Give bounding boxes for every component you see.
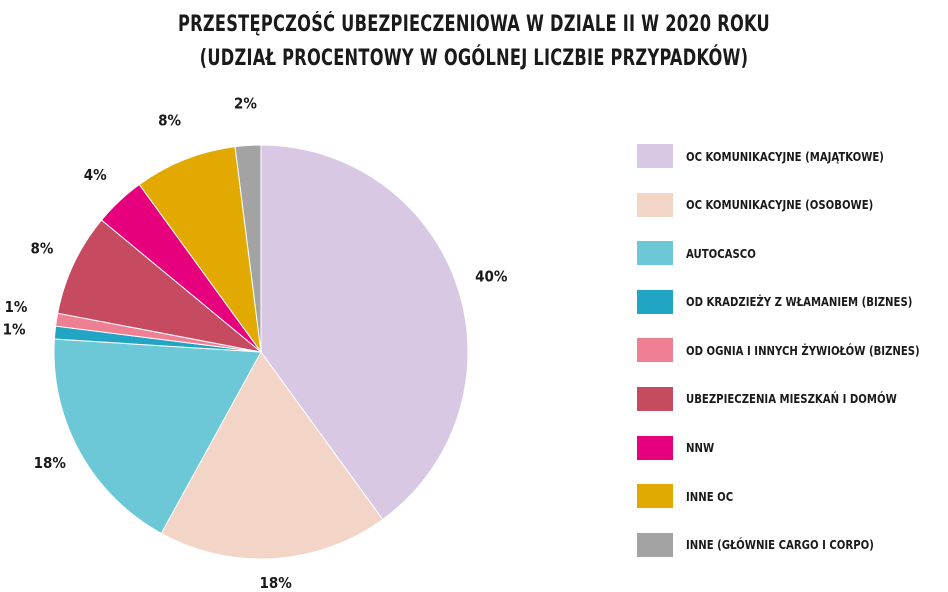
legend-item: OD KRADZIEŻY Z WŁAMANIEM (BIZNES) [637,289,946,314]
legend-item: UBEZPIECZENIA MIESZKAŃ I DOMÓW [637,386,946,411]
legend-label: AUTOCASCO [686,245,756,261]
legend-item: NNW [637,435,946,460]
slice-value-label: 18% [34,454,67,472]
legend-swatch [637,289,673,314]
legend-swatch [637,484,673,509]
legend-swatch [637,192,673,217]
slice-value-label: 40% [475,268,508,286]
slice-value-label: 1% [3,321,26,339]
legend-label: NNW [686,440,715,456]
slice-value-label: 4% [84,166,107,184]
legend-item: OD OGNIA I INNYCH ŻYWIOŁÓW (BIZNES) [637,338,946,363]
pie-slice [234,144,262,353]
chart-title-line-1: PRZESTĘPCZOŚĆ UBEZPIECZENIOWA W DZIALE I… [178,12,770,37]
legend-item: OC KOMUNIKACYJNE (MAJĄTKOWE) [637,144,946,168]
legend-label: INNE OC [686,488,734,504]
legend-swatch [637,532,673,557]
slice-value-label: 8% [158,112,181,130]
legend-label: UBEZPIECZENIA MIESZKAŃ I DOMÓW [686,391,897,407]
legend-swatch [637,241,673,266]
legend-item: INNE OC [637,484,946,509]
pie-slice [57,219,262,353]
slice-value-label: 18% [259,574,292,592]
pie-slice [160,351,384,560]
legend-label: OD OGNIA I INNYCH ŻYWIOŁÓW (BIZNES) [686,342,920,358]
chart-title-line-2: (UDZIAŁ PROCENTOWY W OGÓLNEJ LICZBIE PRZ… [199,46,749,71]
chart-title: PRZESTĘPCZOŚĆ UBEZPIECZENIOWA W DZIALE I… [85,8,862,76]
pie-slice [53,338,262,535]
legend-swatch [637,338,673,363]
legend-swatch [637,386,673,411]
legend-item: INNE (GŁÓWNIE CARGO I CORPO) [637,532,946,557]
pie-slice [260,144,469,521]
legend-item: AUTOCASCO [637,241,946,266]
legend-label: INNE (GŁÓWNIE CARGO I CORPO) [686,537,874,553]
legend-swatch [637,144,673,168]
legend-label: OD KRADZIEŻY Z WŁAMANIEM (BIZNES) [686,294,913,310]
pie-slice [138,146,262,353]
legend-item: OC KOMUNIKACYJNE (OSOBOWE) [637,192,946,217]
legend-swatch [637,435,673,460]
slice-value-label: 1% [5,298,28,316]
legend-label: OC KOMUNIKACYJNE (MAJĄTKOWE) [686,148,884,164]
slice-value-label: 2% [234,95,257,113]
chart-legend: OC KOMUNIKACYJNE (MAJĄTKOWE) OC KOMUNIKAC… [637,144,946,581]
legend-label: OC KOMUNIKACYJNE (OSOBOWE) [686,197,874,213]
slice-value-label: 8% [30,239,53,257]
